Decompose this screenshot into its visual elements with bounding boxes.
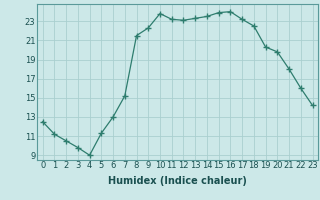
X-axis label: Humidex (Indice chaleur): Humidex (Indice chaleur)	[108, 176, 247, 186]
